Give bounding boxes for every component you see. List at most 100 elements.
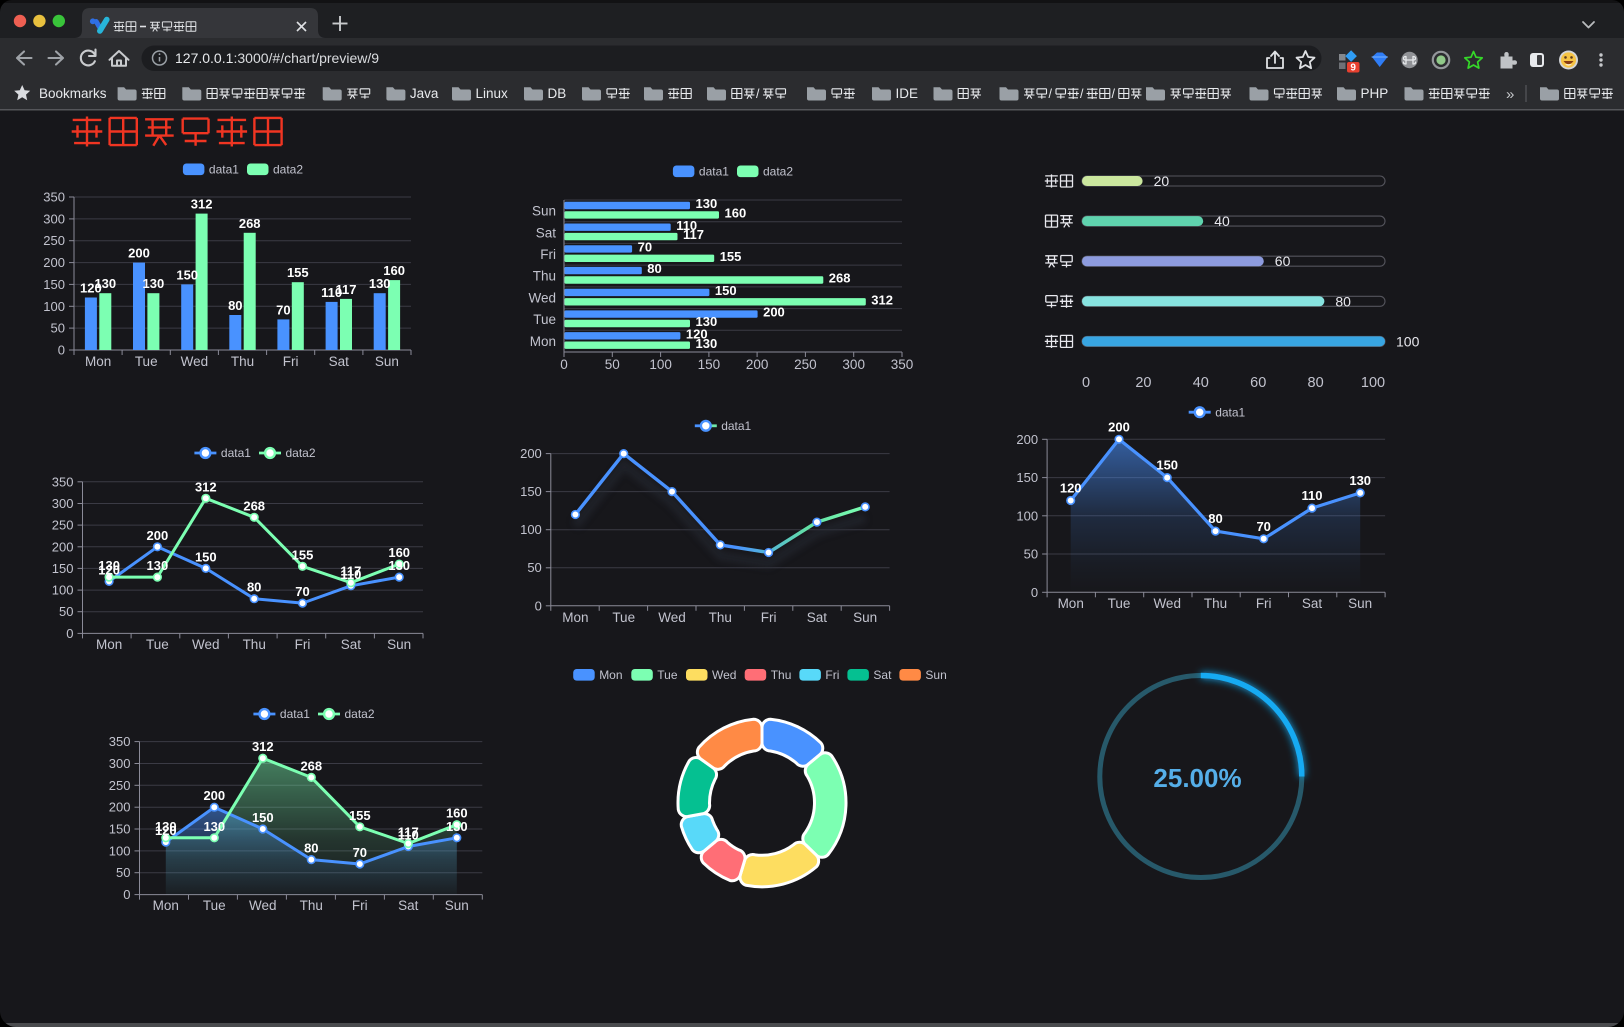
svg-text:Java: Java: [410, 86, 439, 101]
svg-text:25.00%: 25.00%: [1153, 763, 1241, 793]
svg-text:200: 200: [520, 446, 542, 461]
svg-text:data1: data1: [221, 446, 251, 460]
svg-text:50: 50: [116, 865, 130, 880]
svg-text:312: 312: [191, 197, 213, 212]
svg-text:100: 100: [1016, 508, 1038, 523]
svg-text:200: 200: [43, 255, 65, 270]
svg-text:100: 100: [1396, 333, 1420, 349]
svg-text:300: 300: [842, 357, 865, 372]
svg-text:Fri: Fri: [1256, 596, 1272, 611]
svg-text:110: 110: [321, 285, 342, 300]
svg-text:350: 350: [109, 734, 131, 749]
svg-text:Tue: Tue: [135, 354, 158, 369]
svg-text:150: 150: [195, 549, 217, 564]
svg-text:110: 110: [676, 218, 697, 233]
svg-text:Bookmarks: Bookmarks: [39, 86, 107, 101]
svg-text:data1: data1: [699, 165, 729, 179]
svg-text:data1: data1: [721, 419, 751, 433]
svg-text:data1: data1: [280, 707, 310, 721]
svg-text:60: 60: [1250, 375, 1266, 391]
svg-text:150: 150: [1156, 458, 1178, 473]
svg-text:312: 312: [195, 479, 217, 494]
svg-text:Thu: Thu: [771, 668, 792, 682]
svg-text:/: /: [756, 87, 760, 101]
svg-text:Fri: Fri: [761, 610, 777, 625]
svg-text:»: »: [1506, 86, 1514, 103]
svg-text:150: 150: [109, 822, 131, 837]
svg-text:0: 0: [535, 598, 542, 613]
svg-text:150: 150: [43, 277, 65, 292]
svg-text:Fri: Fri: [825, 668, 839, 682]
svg-text:data1: data1: [1215, 405, 1245, 419]
svg-text:200: 200: [1016, 432, 1038, 447]
svg-text:60: 60: [1275, 253, 1291, 269]
svg-text:300: 300: [109, 756, 131, 771]
svg-text:200: 200: [109, 800, 131, 815]
svg-text:70: 70: [276, 302, 290, 317]
svg-text:100: 100: [520, 522, 542, 537]
svg-text:data2: data2: [763, 165, 793, 179]
svg-text:100: 100: [43, 299, 65, 314]
svg-text:350: 350: [891, 357, 914, 372]
svg-text:160: 160: [383, 263, 405, 278]
svg-text:Thu: Thu: [709, 610, 732, 625]
svg-text:Mon: Mon: [153, 898, 179, 913]
svg-text:200: 200: [1108, 419, 1130, 434]
svg-text:data2: data2: [286, 446, 316, 460]
svg-text:Tue: Tue: [533, 312, 556, 327]
svg-text:268: 268: [239, 216, 261, 231]
svg-text:312: 312: [252, 739, 274, 754]
svg-text:Tue: Tue: [203, 898, 226, 913]
svg-text:Mon: Mon: [85, 354, 111, 369]
svg-text:150: 150: [252, 810, 274, 825]
svg-text:20: 20: [1135, 375, 1151, 391]
svg-text:100: 100: [109, 843, 131, 858]
svg-text:Sun: Sun: [387, 637, 411, 652]
svg-text:155: 155: [292, 547, 314, 562]
svg-text:IDE: IDE: [896, 86, 919, 101]
svg-text:Sun: Sun: [445, 898, 469, 913]
svg-text:130: 130: [147, 558, 169, 573]
svg-text:350: 350: [43, 190, 65, 205]
svg-text:Fri: Fri: [352, 898, 368, 913]
svg-text:130: 130: [696, 336, 718, 351]
svg-text:Sat: Sat: [341, 637, 362, 652]
svg-text:117: 117: [340, 564, 361, 579]
svg-text:20: 20: [1154, 173, 1170, 189]
svg-text:155: 155: [349, 808, 371, 823]
svg-text:120: 120: [1060, 481, 1082, 496]
svg-text:130: 130: [696, 196, 718, 211]
svg-text:/: /: [1080, 87, 1084, 101]
svg-text:40: 40: [1193, 375, 1209, 391]
svg-text:Wed: Wed: [712, 668, 736, 682]
svg-text:DB: DB: [548, 86, 567, 101]
svg-text:120: 120: [98, 562, 120, 577]
svg-text:PHP: PHP: [1361, 86, 1389, 101]
svg-text:Tue: Tue: [612, 610, 635, 625]
svg-text:Sun: Sun: [532, 204, 556, 219]
svg-text:data2: data2: [345, 707, 375, 721]
svg-text:130: 130: [155, 819, 177, 834]
svg-text:110: 110: [340, 567, 361, 582]
svg-text:117: 117: [398, 825, 419, 840]
svg-text:130: 130: [98, 558, 120, 573]
svg-text:Thu: Thu: [243, 637, 266, 652]
svg-text:Sun: Sun: [853, 610, 877, 625]
svg-text:50: 50: [51, 321, 65, 336]
svg-text:300: 300: [52, 496, 74, 511]
svg-text:80: 80: [304, 841, 318, 856]
svg-text:250: 250: [109, 778, 131, 793]
svg-text:Sat: Sat: [807, 610, 828, 625]
svg-text:Sun: Sun: [375, 354, 399, 369]
svg-text:250: 250: [52, 518, 74, 533]
svg-text:80: 80: [1208, 511, 1222, 526]
svg-text:150: 150: [520, 484, 542, 499]
svg-text:160: 160: [388, 545, 410, 560]
svg-text:80: 80: [1335, 293, 1351, 309]
svg-text:70: 70: [353, 845, 367, 860]
svg-text:250: 250: [794, 357, 817, 372]
svg-text:Wed: Wed: [192, 637, 220, 652]
svg-text:130: 130: [696, 314, 718, 329]
svg-text:data2: data2: [273, 163, 303, 177]
svg-text:70: 70: [1256, 519, 1270, 534]
